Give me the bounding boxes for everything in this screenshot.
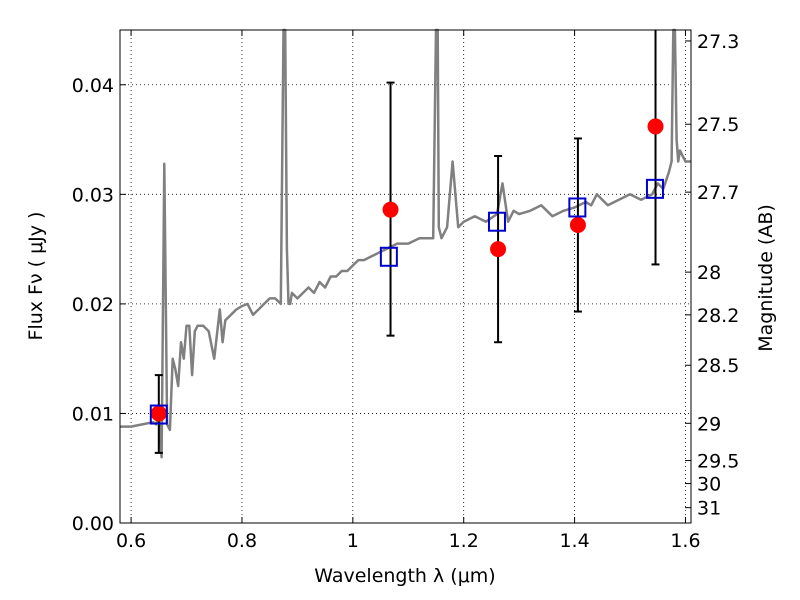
magnitude-tick-label: 30	[697, 474, 721, 496]
y-axis-ticks: 0.00 0.01 0.02 0.03 0.04	[72, 75, 126, 535]
spectrum-layer	[120, 30, 691, 457]
x-tick-label: 1.2	[449, 530, 479, 552]
x-axis-ticks: 0.6 0.8 1 1.2 1.4 1.6	[116, 30, 701, 552]
x-tick-label: 1	[347, 530, 359, 552]
y-tick-label: 0.01	[72, 403, 114, 425]
magnitude-tick-label: 31	[697, 498, 721, 520]
x-tick-label: 0.8	[227, 530, 257, 552]
grid-lines	[120, 30, 691, 523]
spectrum-chart: 0.6 0.8 1 1.2 1.4 1.6 0.00 0.01 0.02 0.03 0.04 27…	[0, 0, 800, 600]
y-tick-label: 0.00	[72, 513, 114, 535]
magnitude-axis-label: Magnitude (AB)	[755, 204, 777, 352]
y-axis-label: Flux Fν ( μJy )	[25, 212, 47, 341]
spectrum-line	[120, 30, 691, 457]
observed-point	[491, 242, 506, 257]
error-bars	[155, 30, 660, 453]
magnitude-tick-label: 27.3	[697, 31, 739, 53]
x-tick-label: 1.6	[670, 530, 700, 552]
plot-frame	[120, 30, 691, 523]
y-tick-label: 0.03	[72, 184, 114, 206]
magnitude-tick-label: 28.5	[697, 355, 739, 377]
x-tick-label: 0.6	[116, 530, 146, 552]
magnitude-tick-label: 27.7	[697, 182, 739, 204]
magnitude-tick-label: 27.5	[697, 114, 739, 136]
y-tick-label: 0.04	[72, 75, 114, 97]
x-axis-label: Wavelength λ (μm)	[314, 565, 495, 587]
observed-point	[151, 406, 166, 421]
observed-point	[570, 218, 585, 233]
y-tick-label: 0.02	[72, 294, 114, 316]
observed-points	[151, 119, 663, 421]
x-tick-label: 1.4	[559, 530, 589, 552]
observed-point	[648, 119, 663, 134]
magnitude-tick-label: 28	[697, 262, 721, 284]
magnitude-tick-label: 29.5	[697, 451, 739, 473]
magnitude-tick-label: 28.2	[697, 305, 739, 327]
model-squares	[151, 180, 663, 424]
magnitude-tick-label: 29	[697, 413, 721, 435]
observed-point	[383, 202, 398, 217]
